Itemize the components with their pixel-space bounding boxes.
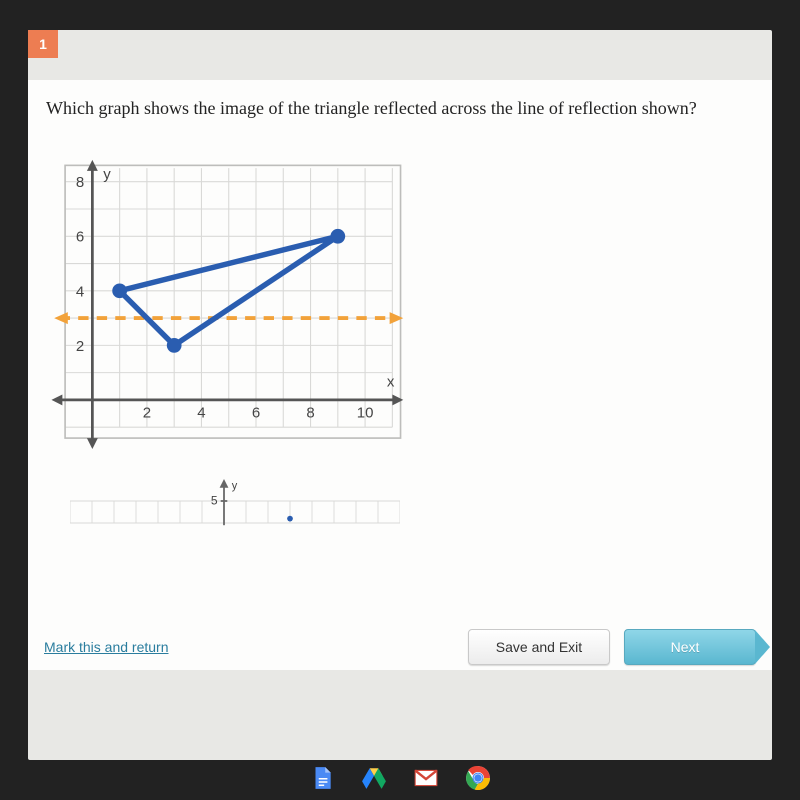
xtick-2: 2 [143,405,151,422]
y-axis-arrow-down-icon [87,438,98,449]
vertex-a [112,283,127,298]
x-axis-arrow-icon [392,394,403,405]
xtick-4: 4 [197,405,205,422]
xtick-8: 8 [306,405,314,422]
footer-buttons: Save and Exit Next [468,629,756,665]
reflection-arrow-left-icon [54,312,68,324]
y-label-2: y [232,480,238,492]
x-axis-arrow-left-icon [51,394,62,405]
ytick-4: 4 [76,283,84,300]
save-exit-button[interactable]: Save and Exit [468,629,610,665]
chrome-icon[interactable] [465,765,491,791]
gridlines-2 [70,501,400,523]
vertex-b [167,338,182,353]
ytick-8: 8 [76,174,84,191]
question-number: 1 [39,36,47,52]
x-label: x [387,373,395,390]
docs-icon[interactable] [309,765,335,791]
mark-and-return-link[interactable]: Mark this and return [44,639,169,655]
main-graph: 2 4 6 8 10 2 4 6 8 x y [46,149,406,449]
dot [287,516,293,522]
question-panel: Which graph shows the image of the trian… [28,80,772,670]
gmail-icon[interactable] [413,765,439,791]
drive-icon[interactable] [361,765,387,791]
xtick-6: 6 [252,405,260,422]
save-exit-label: Save and Exit [496,639,582,655]
question-number-tab[interactable]: 1 [28,30,58,58]
question-text: Which graph shows the image of the trian… [46,98,754,119]
graph-border [65,165,400,438]
ytick-5: 5 [211,493,218,507]
footer-bar: Mark this and return Save and Exit Next [28,624,772,670]
ytick-2: 2 [76,338,84,355]
screen: 1 Which graph shows the image of the tri… [28,30,772,760]
answer-option-graph[interactable]: 5 y [70,479,400,549]
ytick-6: 6 [76,229,84,246]
grid [65,168,392,427]
y-label: y [103,166,111,183]
xtick-10: 10 [357,405,374,422]
vertex-c [330,229,345,244]
next-button[interactable]: Next [624,629,756,665]
monitor-bezel: 1 Which graph shows the image of the tri… [0,0,800,800]
y-axis-2-arrow-icon [220,479,229,488]
next-label: Next [671,639,700,655]
taskbar [0,760,800,796]
